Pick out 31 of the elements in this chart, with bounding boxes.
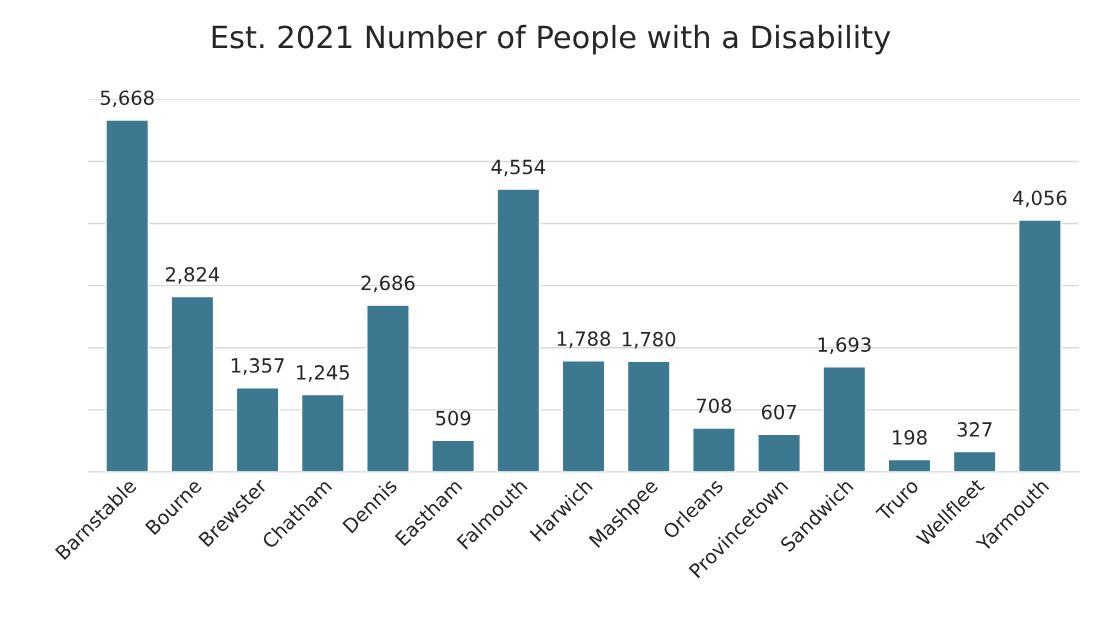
bar <box>300 393 345 472</box>
data-label: 1,788 <box>557 331 611 349</box>
data-label: 509 <box>436 410 471 426</box>
bar <box>757 433 801 472</box>
data-label: 1,245 <box>297 365 349 382</box>
bar <box>105 119 150 472</box>
data-label: 708 <box>696 398 732 414</box>
bar <box>431 439 476 472</box>
bar <box>626 360 671 472</box>
bar <box>1017 219 1062 472</box>
bar <box>235 386 280 472</box>
data-label: 4,554 <box>491 159 546 177</box>
bar <box>170 295 215 472</box>
data-label: 1,357 <box>231 358 284 375</box>
bar <box>561 360 606 472</box>
data-label: 607 <box>761 404 796 420</box>
data-label: 198 <box>893 430 927 445</box>
data-label: 4,056 <box>1012 190 1067 208</box>
chart-title: Est. 2021 Number of People with a Disability <box>212 24 891 55</box>
data-label: 327 <box>957 422 992 437</box>
data-label: 2,824 <box>165 267 220 284</box>
data-label: 1,693 <box>818 337 871 354</box>
bar <box>887 458 932 472</box>
bar <box>952 450 997 472</box>
bar <box>692 427 736 472</box>
data-label: 2,686 <box>361 275 415 293</box>
bar <box>822 366 867 472</box>
data-label: 1,780 <box>623 331 676 349</box>
bar <box>496 188 541 472</box>
bar <box>366 304 410 472</box>
data-label: 5,668 <box>100 90 154 108</box>
